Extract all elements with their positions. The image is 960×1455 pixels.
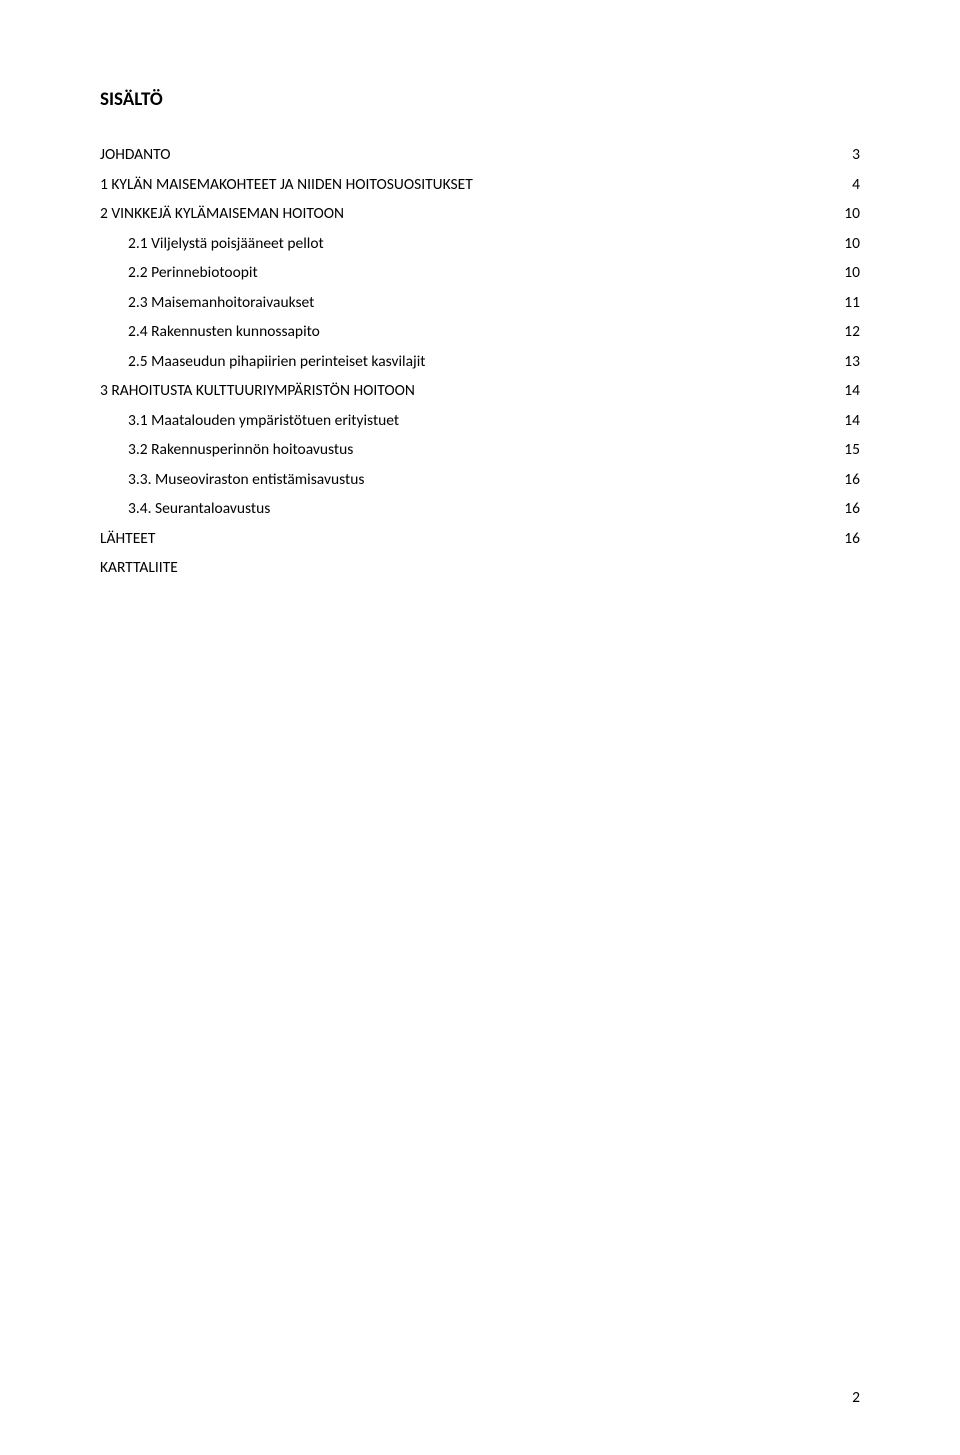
toc-entry-label: 3 RAHOITUSTA KULTTUURIYMPÄRISTÖN HOITOON (100, 383, 415, 399)
toc-entry-page: 16 (844, 531, 860, 547)
toc-entry: JOHDANTO 3 (100, 147, 860, 163)
toc-entry: KARTTALIITE (100, 560, 860, 576)
toc-entry-label: 2.1 Viljelystä poisjääneet pellot (128, 236, 324, 252)
toc-entry: LÄHTEET 16 (100, 531, 860, 547)
page-title: SISÄLTÖ (100, 88, 860, 111)
toc-entry-label: 1 KYLÄN MAISEMAKOHTEET JA NIIDEN HOITOSU… (100, 177, 473, 193)
toc-entry-label: KARTTALIITE (100, 560, 178, 576)
toc-entry-label: 3.1 Maatalouden ympäristötuen erityistue… (128, 413, 399, 429)
toc-entry: 2.1 Viljelystä poisjääneet pellot 10 (100, 236, 860, 252)
toc-entry-page: 10 (844, 206, 860, 222)
toc-entry-label: 2.4 Rakennusten kunnossapito (128, 324, 320, 340)
toc-entry-label: 3.3. Museoviraston entistämisavustus (128, 472, 364, 488)
toc-entry-label: JOHDANTO (100, 147, 171, 163)
toc-entry-page: 10 (844, 265, 860, 281)
toc-entry: 3.2 Rakennusperinnön hoitoavustus 15 (100, 442, 860, 458)
toc-entry: 2.2 Perinnebiotoopit 10 (100, 265, 860, 281)
toc-entry-page: 15 (844, 442, 860, 458)
toc-entry-page: 16 (844, 472, 860, 488)
toc-entry-page: 11 (844, 295, 860, 311)
toc-entry: 2 VINKKEJÄ KYLÄMAISEMAN HOITOON 10 (100, 206, 860, 222)
toc-entry: 2.3 Maisemanhoitoraivaukset 11 (100, 295, 860, 311)
toc-entry-label: LÄHTEET (100, 531, 155, 547)
toc-entry-page: 14 (844, 383, 860, 399)
page-number: 2 (852, 1388, 860, 1407)
toc-entry-label: 2.2 Perinnebiotoopit (128, 265, 258, 281)
toc-entry-label: 3.4. Seurantaloavustus (128, 501, 270, 517)
toc-entry: 3.3. Museoviraston entistämisavustus 16 (100, 472, 860, 488)
toc-entry: 2.5 Maaseudun pihapiirien perinteiset ka… (100, 354, 860, 370)
toc-entry-page: 12 (844, 324, 860, 340)
toc-entry: 3 RAHOITUSTA KULTTUURIYMPÄRISTÖN HOITOON… (100, 383, 860, 399)
toc-entry-page: 4 (852, 177, 860, 193)
toc-entry-page: 10 (844, 236, 860, 252)
table-of-contents: JOHDANTO 3 1 KYLÄN MAISEMAKOHTEET JA NIIDE… (100, 147, 860, 576)
toc-entry-page: 3 (852, 147, 860, 163)
toc-entry-label: 3.2 Rakennusperinnön hoitoavustus (128, 442, 353, 458)
toc-entry-label: 2.3 Maisemanhoitoraivaukset (128, 295, 314, 311)
toc-entry: 3.4. Seurantaloavustus 16 (100, 501, 860, 517)
toc-entry: 3.1 Maatalouden ympäristötuen erityistue… (100, 413, 860, 429)
toc-entry-page: 16 (844, 501, 860, 517)
toc-entry: 1 KYLÄN MAISEMAKOHTEET JA NIIDEN HOITOSU… (100, 177, 860, 193)
toc-entry-page: 14 (844, 413, 860, 429)
toc-entry-label: 2.5 Maaseudun pihapiirien perinteiset ka… (128, 354, 425, 370)
toc-entry: 2.4 Rakennusten kunnossapito 12 (100, 324, 860, 340)
toc-entry-label: 2 VINKKEJÄ KYLÄMAISEMAN HOITOON (100, 206, 344, 222)
toc-entry-page: 13 (844, 354, 860, 370)
